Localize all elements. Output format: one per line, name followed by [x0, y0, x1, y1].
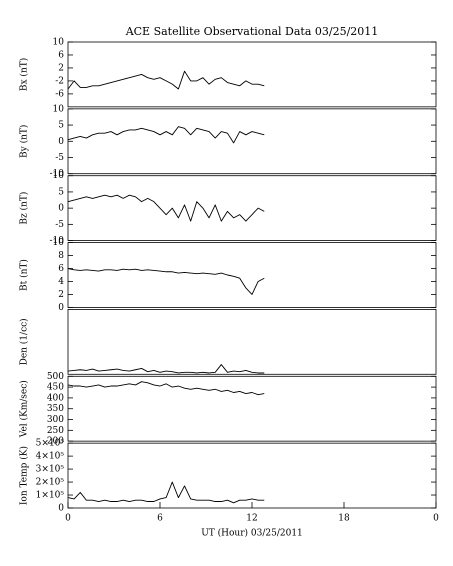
y-tick-label: 10	[53, 171, 65, 181]
y-tick-label: 6	[58, 50, 64, 60]
chart-title: ACE Satellite Observational Data 03/25/2…	[125, 25, 379, 38]
data-line	[67, 70, 265, 90]
y-tick-label: 250	[47, 426, 64, 436]
x-tick-label: 0	[65, 514, 71, 524]
x-tick-label: 12	[246, 514, 257, 524]
y-tick-label: 2	[58, 63, 64, 73]
y-tick-label: 10	[53, 104, 65, 114]
y-tick-label: 6	[58, 264, 64, 274]
y-tick-label: 350	[47, 404, 64, 414]
x-tick-label: 18	[338, 514, 350, 524]
y-tick-label: 0	[58, 204, 64, 214]
y-axis-label: Den (1/cc)	[19, 318, 30, 365]
y-tick-label: 3×10⁵	[36, 465, 65, 475]
y-axis-label: Vel (Km/sec)	[19, 380, 30, 438]
panel-frame	[67, 242, 437, 308]
y-tick-label: 4	[58, 277, 64, 287]
data-line	[67, 364, 265, 374]
y-axis-label: Bx (nT)	[19, 58, 30, 91]
data-line	[67, 481, 265, 504]
panel-frame	[67, 309, 437, 375]
y-tick-label: -10	[50, 169, 65, 179]
y-tick-label: -6	[55, 89, 64, 99]
y-tick-label: 0	[58, 303, 64, 313]
y-tick-label: 500	[47, 372, 64, 382]
y-tick-label: 300	[47, 415, 64, 425]
y-tick-label: -2	[55, 76, 64, 86]
y-tick-label: 400	[47, 393, 64, 403]
y-tick-label: -5	[55, 153, 64, 163]
y-tick-label: -10	[50, 236, 65, 246]
y-tick-label: 0	[58, 504, 64, 514]
y-tick-label: 0	[58, 137, 64, 147]
y-tick-label: 5×10⁵	[36, 439, 65, 449]
y-tick-label: 5	[58, 121, 64, 131]
y-tick-label: 1×10⁵	[36, 491, 65, 501]
y-tick-label: 4×10⁵	[36, 452, 65, 462]
y-tick-label: 450	[47, 383, 64, 393]
y-tick-label: -5	[55, 220, 64, 230]
y-tick-label: 2×10⁵	[36, 478, 65, 488]
y-axis-label: By (nT)	[19, 125, 30, 158]
y-axis-label: Ion Temp (K)	[19, 446, 30, 505]
x-axis-label: UT (Hour) 03/25/2011	[201, 528, 303, 539]
y-tick-label: 10	[53, 238, 65, 248]
y-tick-label: 5	[58, 187, 64, 197]
y-axis-label: Bz (nT)	[19, 192, 30, 225]
y-tick-label: 2	[58, 290, 64, 300]
y-tick-label: 10	[53, 38, 65, 48]
data-line	[67, 194, 265, 222]
x-tick-label: 0	[433, 514, 439, 524]
data-line	[67, 268, 265, 295]
data-line	[67, 126, 265, 144]
x-tick-label: 6	[157, 514, 163, 524]
y-axis-label: Bt (nT)	[19, 259, 30, 291]
data-line	[67, 381, 265, 396]
y-tick-label: 8	[58, 251, 64, 261]
panel-frame	[67, 41, 437, 108]
y-tick-label: 200	[47, 437, 64, 447]
